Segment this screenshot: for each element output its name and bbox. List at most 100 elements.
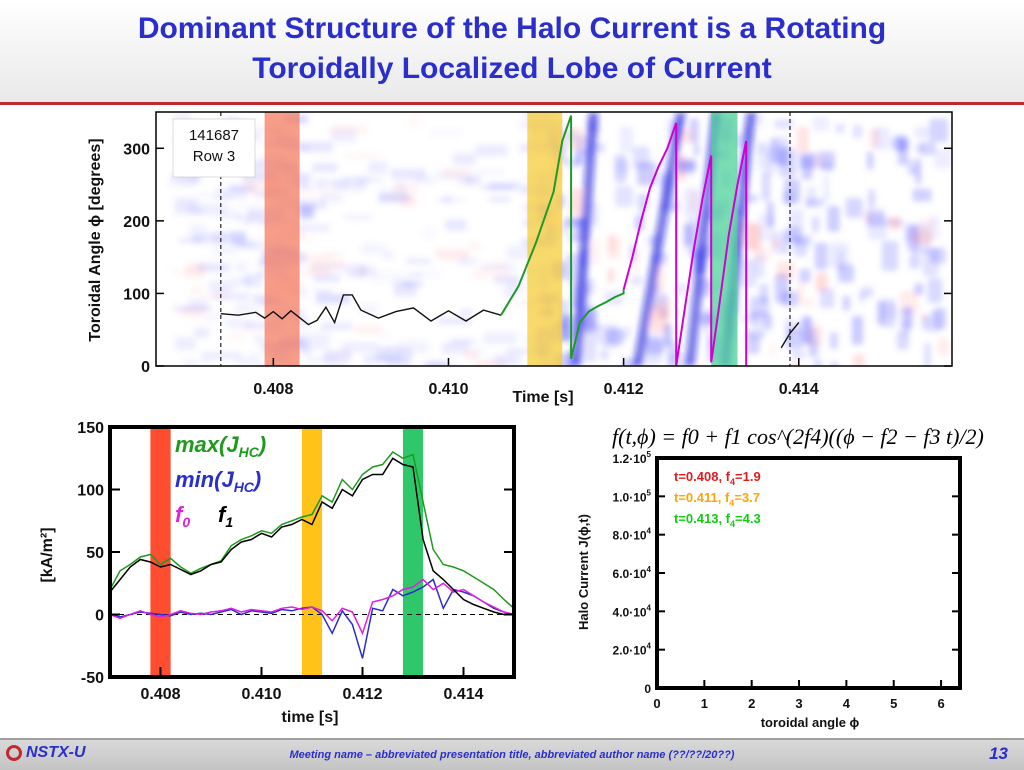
trace-xtick-label: 0.412 (342, 686, 382, 703)
footer-bar: NSTX-U Meeting name – abbreviated presen… (0, 738, 1024, 770)
heatmap-cell (914, 126, 929, 139)
heatmap-cell (441, 342, 469, 354)
heatmap-cell (818, 151, 835, 170)
heatmap-cell (320, 192, 344, 203)
heatmap-cell (637, 162, 657, 186)
model-xtick-label: 0 (653, 696, 660, 711)
heatmap-cell (192, 233, 229, 244)
heatmap-cell (488, 181, 520, 191)
nstx-logo: NSTX-U (6, 744, 86, 762)
heatmap-cell (852, 124, 863, 139)
heatmap-cell (480, 264, 517, 270)
heatmap-cell (460, 309, 472, 316)
trace-xtick-label: 0.408 (140, 686, 180, 703)
heatmap-cell (756, 149, 769, 170)
heatmap-xtick-label: 0.414 (779, 381, 819, 398)
heatmap-xtick-label: 0.410 (428, 381, 468, 398)
heatmap-cell (488, 196, 512, 203)
slide-title-line-2: Toroidally Localized Lobe of Current (252, 52, 772, 85)
heatmap-cell (560, 315, 571, 341)
slide-title-line-1: Dominant Structure of the Halo Current i… (137, 12, 887, 45)
trace-ytick-label: 50 (86, 545, 104, 562)
heatmap-cell (381, 345, 401, 352)
heatmap-cell (749, 296, 769, 318)
heatmap-cell (814, 358, 822, 366)
heatmap-cell (360, 243, 385, 254)
heatmap-cell (868, 189, 876, 209)
heatmap-cell (256, 221, 267, 226)
heatmap-cell (830, 362, 839, 366)
heatmap-cell (607, 268, 614, 284)
heatmap-lobe-stripe (632, 112, 687, 366)
heatmap-cell (608, 232, 616, 254)
heatmap-cell (331, 128, 356, 143)
heatmap-cell (814, 242, 828, 270)
heatmap-cell (308, 260, 346, 268)
heatmap-cell (799, 268, 811, 283)
model-ytick-label: 4.0·104 (613, 603, 652, 619)
shot-number-label: 141687 (189, 127, 239, 144)
heatmap-cell (299, 141, 333, 153)
heatmap-cell (581, 342, 597, 362)
heatmap-cell (316, 178, 348, 189)
trace-ytick-label: 0 (95, 608, 104, 625)
heatmap-cell (233, 239, 254, 249)
heatmap-cell (292, 223, 330, 232)
heatmap-cell (495, 353, 523, 365)
row-label: Row 3 (193, 148, 236, 165)
trace-highlight-band (150, 427, 171, 677)
heatmap-cell (375, 333, 391, 339)
heatmap-cell (615, 186, 634, 207)
heatmap-cell (781, 291, 799, 307)
heatmap-cell (567, 128, 584, 150)
trace-xtick-label: 0.410 (241, 686, 281, 703)
heatmap-cell (683, 222, 692, 247)
heatmap-cell (372, 355, 413, 362)
heatmap-cell (791, 351, 806, 360)
heatmap-cell (934, 148, 952, 169)
heatmap-cell (453, 153, 476, 165)
heatmap-cell (927, 278, 943, 303)
heatmap-cell (803, 315, 811, 345)
footer-meeting-text: Meeting name – abbreviated presentation … (289, 749, 735, 761)
model-ytick-label: 0 (644, 682, 651, 696)
heatmap-cell (227, 335, 243, 341)
heatmap-cell (873, 127, 890, 150)
heatmap-cell (201, 352, 241, 360)
heatmap-cell (423, 227, 435, 240)
heatmap-cell (475, 169, 503, 174)
heatmap-cell (494, 274, 519, 285)
logo-text: NSTX-U (26, 744, 86, 761)
heatmap-cell (924, 342, 931, 366)
trace-ytick-label: -50 (81, 670, 104, 687)
heatmap-cell (231, 326, 258, 339)
heatmap-cell (426, 360, 448, 366)
heatmap-cell (569, 188, 584, 216)
heatmap-cell (649, 305, 669, 333)
model-ytick-label: 1.0·105 (613, 488, 652, 504)
heatmap-cell (784, 179, 801, 204)
heatmap-cell (674, 282, 688, 296)
heatmap-cell (804, 298, 815, 309)
time-highlight-band (711, 112, 738, 366)
heatmap-cell (853, 353, 865, 366)
heatmap-cell (646, 365, 654, 366)
heatmap-cell (183, 359, 198, 366)
heatmap-cell (812, 116, 829, 131)
heatmap-cell (776, 261, 795, 280)
heatmap-cell (353, 325, 383, 334)
heatmap-cell (615, 159, 629, 174)
heatmap-cell (745, 329, 765, 339)
trace-series-f1 (109, 457, 514, 616)
heatmap-cell (344, 214, 374, 220)
heatmap-xtick-label: 0.408 (253, 381, 293, 398)
model-ytick-label: 2.0·104 (613, 642, 652, 658)
heatmap-cell (236, 356, 260, 366)
heatmap-cell (909, 253, 920, 269)
heatmap-cell (398, 340, 429, 354)
phase-trace-magenta (622, 122, 748, 367)
heatmap-cell (407, 114, 420, 129)
heatmap-cell (867, 214, 887, 240)
model-ylabel: Halo Current J(ϕ,t) (576, 514, 591, 630)
heatmap-cell (198, 357, 211, 366)
